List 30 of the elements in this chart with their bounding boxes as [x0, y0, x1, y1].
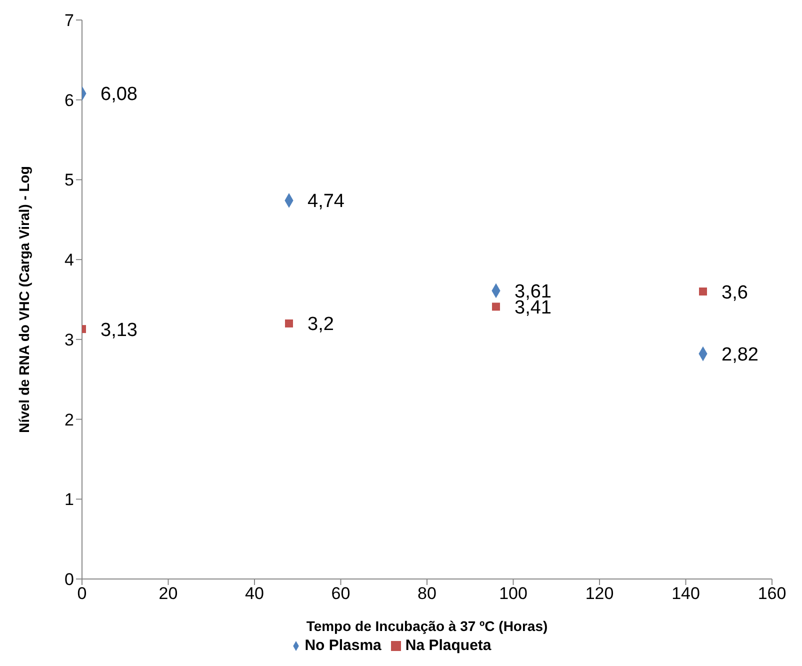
y-tick-label: 7 [64, 11, 74, 30]
point [285, 319, 293, 328]
y-tick-label: 0 [64, 570, 74, 590]
legend-label: No Plasma [304, 637, 382, 654]
x-tick-label: 60 [331, 584, 350, 604]
point [492, 302, 500, 311]
data-label: 4,74 [308, 191, 345, 212]
x-tick-label: 100 [499, 584, 528, 604]
y-tick-label: 4 [64, 250, 74, 270]
data-label: 6,08 [100, 84, 138, 106]
point [699, 288, 707, 296]
data-label: 2,82 [722, 344, 758, 366]
x-tick-label: 160 [758, 584, 786, 604]
x-tick-label: 0 [77, 584, 87, 604]
data-label: 3,6 [722, 282, 748, 304]
x-tick-label: 140 [672, 584, 700, 604]
y-tick-label: 1 [64, 490, 74, 510]
x-tick-label: 120 [585, 584, 614, 604]
y-tick-label: 5 [64, 170, 74, 190]
x-tick-label: 80 [418, 584, 436, 604]
data-label: 3,13 [100, 320, 138, 341]
x-tick-label: 20 [158, 584, 178, 604]
y-axis-title: Nível de RNA do VHC (Carga Viral) - Log [16, 166, 32, 433]
x-tick-label: 40 [245, 584, 264, 604]
data-label: 3,2 [308, 314, 334, 336]
legend-label: Na Plaqueta [405, 637, 492, 654]
y-tick-label: 2 [64, 410, 74, 430]
x-axis-title: Tempo de Incubação à 37 ºC (Horas) [306, 618, 548, 634]
y-tick-label: 3 [64, 330, 74, 350]
y-tick-label: 6 [64, 90, 74, 110]
